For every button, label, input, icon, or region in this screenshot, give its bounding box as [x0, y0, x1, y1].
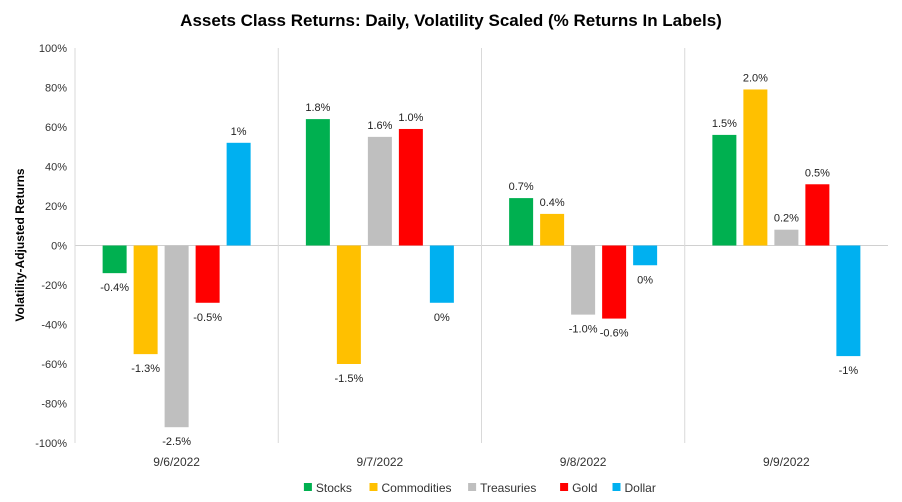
chart-title: Assets Class Returns: Daily, Volatility … — [180, 11, 722, 30]
data-label: 0.5% — [805, 167, 830, 179]
bar-stocks-1 — [102, 245, 127, 274]
y-tick-label: 20% — [45, 201, 67, 213]
data-label: -2.5% — [162, 436, 191, 448]
legend-swatch-treasuries — [468, 483, 477, 491]
bar-gold-1 — [195, 245, 220, 303]
legend-label-gold: Gold — [572, 481, 597, 495]
bar-treasuries-3 — [571, 245, 596, 315]
bar-stocks-4 — [712, 134, 737, 246]
legend-label-commodities: Commodities — [382, 481, 452, 495]
data-label: 1.6% — [367, 120, 392, 132]
bar-dollar-3 — [633, 245, 658, 266]
bar-commodities-3 — [540, 213, 565, 246]
data-label: 0.7% — [509, 181, 534, 193]
bar-dollar-1 — [226, 142, 251, 246]
legend: Stocks Commodities Treasuries Gold Dollar — [303, 481, 656, 495]
data-label: -1.3% — [131, 363, 160, 375]
legend-label-dollar: Dollar — [625, 481, 656, 495]
bar-stocks-3 — [509, 198, 534, 246]
y-tick-label: 100% — [39, 43, 67, 55]
data-label: 0% — [434, 312, 450, 324]
x-category-label: 9/6/2022 — [153, 455, 200, 469]
x-category-label: 9/9/2022 — [763, 455, 810, 469]
data-label: 0.2% — [774, 213, 799, 225]
x-category-label: 9/7/2022 — [357, 455, 404, 469]
bar-commodities-2 — [336, 245, 361, 364]
bars — [102, 89, 861, 428]
data-label: 1.0% — [398, 112, 423, 124]
y-tick-label: -60% — [41, 359, 67, 371]
y-tick-label: 0% — [51, 241, 67, 253]
bar-gold-4 — [805, 184, 830, 246]
bar-stocks-2 — [305, 119, 330, 246]
data-label: -0.4% — [100, 282, 129, 294]
y-tick-label: -20% — [41, 280, 67, 292]
bar-treasuries-4 — [774, 229, 799, 246]
legend-swatch-commodities — [369, 483, 378, 491]
bar-gold-2 — [398, 128, 423, 246]
y-tick-label: -80% — [41, 399, 67, 411]
legend-swatch-dollar — [612, 483, 621, 491]
bar-treasuries-1 — [164, 245, 189, 428]
x-category-label: 9/8/2022 — [560, 455, 607, 469]
legend-label-treasuries: Treasuries — [480, 481, 536, 495]
y-tick-label: 80% — [45, 83, 67, 95]
x-axis-categories: 9/6/2022 9/7/2022 9/8/2022 9/9/2022 — [153, 455, 810, 469]
data-label: -1% — [839, 365, 859, 377]
bar-commodities-4 — [743, 89, 768, 246]
y-tick-label: 60% — [45, 122, 67, 134]
data-label: 1.5% — [712, 118, 737, 130]
data-label: -1.0% — [569, 324, 598, 336]
data-label: 0% — [637, 274, 653, 286]
legend-label-stocks: Stocks — [316, 481, 352, 495]
data-labels: -0.4% -1.3% -2.5% -0.5% 1% 1.8% -1.5% 1.6% 1.0% 0… — [100, 72, 858, 448]
data-label: 1.8% — [305, 102, 330, 114]
data-label: -0.5% — [193, 312, 222, 324]
data-label: -0.6% — [600, 328, 629, 340]
bar-dollar-2 — [429, 245, 454, 303]
data-label: 1% — [231, 126, 247, 138]
y-axis-label: Volatility-Adjusted Returns — [13, 168, 27, 321]
data-label: 2.0% — [743, 72, 768, 84]
y-tick-label: 40% — [45, 162, 67, 174]
data-label: -1.5% — [335, 373, 364, 385]
legend-swatch-gold — [560, 483, 569, 491]
bar-dollar-4 — [836, 245, 861, 357]
y-tick-label: -100% — [35, 438, 67, 450]
y-tick-label: -40% — [41, 320, 67, 332]
bar-gold-3 — [602, 245, 627, 319]
bar-treasuries-2 — [367, 136, 392, 246]
bar-commodities-1 — [133, 245, 158, 355]
y-axis-ticks: 100% 80% 60% 40% 20% 0% -20% -40% -60% -80% -100% — [35, 43, 67, 450]
legend-swatch-stocks — [303, 483, 312, 491]
data-label: 0.4% — [540, 197, 565, 209]
